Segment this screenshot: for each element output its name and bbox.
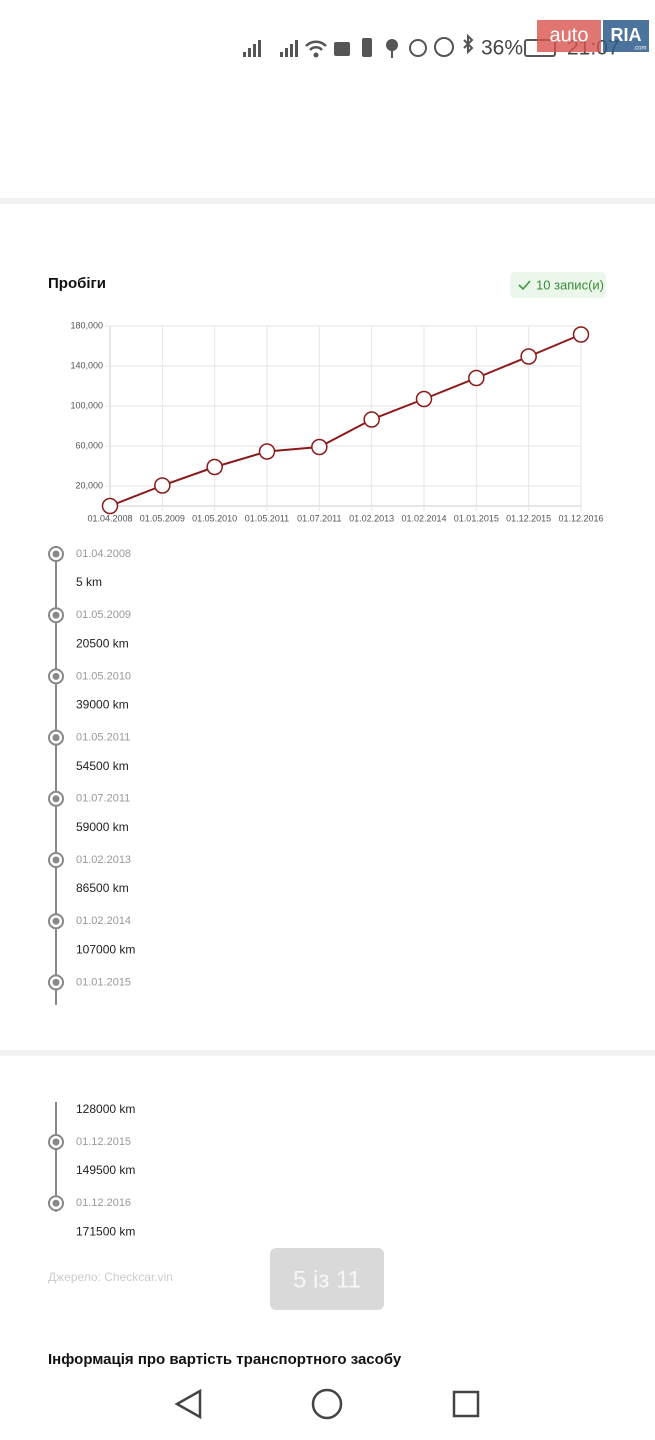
- timeline-date: 01.02.2013: [76, 854, 131, 866]
- timeline-date: 01.12.2016: [76, 1197, 131, 1209]
- badge-text: 10 запис(и): [536, 277, 604, 292]
- point: [415, 390, 433, 408]
- check-icon: [518, 280, 531, 291]
- y-tick-label: 60,000: [75, 440, 103, 450]
- divider: [0, 1050, 655, 1056]
- x-tick-label: 01.05.2011: [245, 513, 289, 523]
- badge: [510, 272, 606, 298]
- x-tick-label: 01.05.2010: [192, 513, 237, 523]
- watermark-bg: [603, 20, 649, 52]
- x-tick-label: 01.01.2015: [454, 513, 499, 523]
- x-tick-label: 01.05.2009: [140, 513, 185, 523]
- timeline-mileage: 86500 km: [76, 881, 129, 895]
- timeline-dot-inner: [52, 1199, 60, 1207]
- timeline-mileage: 5 km: [76, 575, 102, 589]
- timeline-dot-inner: [52, 550, 60, 558]
- status-icons: [243, 33, 556, 58]
- timeline-date: 01.02.2014: [76, 915, 131, 927]
- pager-text: 5 із 11: [293, 1266, 361, 1293]
- timeline-date: 01.12.2015: [76, 1136, 131, 1148]
- point: [206, 458, 223, 476]
- point: [154, 477, 171, 494]
- timeline-mileage: 59000 km: [76, 820, 129, 834]
- point: [520, 348, 537, 365]
- point: [363, 411, 380, 428]
- watermark-bg: [537, 20, 601, 52]
- nav-recent[interactable]: [452, 1390, 480, 1418]
- timeline-dot-inner: [52, 672, 60, 680]
- point: [258, 443, 276, 460]
- x-tick-label: 01.04.2008: [87, 513, 132, 523]
- point: [468, 369, 485, 387]
- timeline-dot-inner: [52, 734, 60, 742]
- timeline-mileage: 171500 km: [76, 1224, 135, 1238]
- timeline-date: 01.04.2008: [76, 548, 131, 560]
- y-tick-label: 20,000: [75, 480, 103, 490]
- timeline-dot-inner: [52, 978, 60, 986]
- timeline-mileage: 149500 km: [76, 1163, 135, 1177]
- nav-back[interactable]: [174, 1388, 202, 1420]
- watermark-ria: RIA: [611, 25, 642, 45]
- timeline-dot-inner: [52, 1138, 60, 1146]
- x-tick-label: 01.12.2015: [506, 513, 551, 523]
- timeline-dot-inner: [52, 917, 60, 925]
- point: [311, 438, 328, 456]
- timeline-mileage: 39000 km: [76, 698, 129, 712]
- battery: 36%: [481, 37, 523, 60]
- x-tick-label: 01.07.2011: [297, 513, 341, 523]
- x-tick-label: 01.02.2013: [349, 513, 394, 523]
- y-tick-label: 100,000: [70, 400, 103, 410]
- timeline-date: 01.01.2015: [76, 976, 131, 988]
- watermark-domain: .com: [633, 46, 646, 52]
- point: [572, 326, 590, 343]
- next-title: Інформація про вартість транспортного за…: [48, 1351, 402, 1368]
- pager[interactable]: [270, 1248, 384, 1310]
- x-tick-label: 01.12.2016: [558, 513, 603, 523]
- source: Джерело: Checkcar.vin: [48, 1270, 173, 1284]
- point: [101, 497, 119, 515]
- watermark-auto: auto: [550, 24, 589, 46]
- timeline-date: 01.05.2011: [76, 732, 130, 744]
- timeline-dot-inner: [52, 795, 60, 803]
- line: [109, 333, 582, 507]
- timeline-date: 01.07.2011: [76, 793, 130, 805]
- section-title: Пробіги: [48, 275, 106, 292]
- timeline-dot-inner: [52, 856, 60, 864]
- nav-home[interactable]: [311, 1388, 343, 1420]
- timeline-dot-inner: [52, 611, 60, 619]
- timeline-date: 01.05.2010: [76, 670, 131, 682]
- timeline-date: 01.05.2009: [76, 609, 131, 621]
- timeline-mileage: 54500 km: [76, 759, 129, 773]
- timeline-mileage: 107000 km: [76, 942, 135, 956]
- x-tick-label: 01.02.2014: [401, 513, 446, 523]
- divider: [0, 198, 655, 204]
- timeline-mileage: 20500 km: [76, 636, 129, 650]
- y-tick-label: 140,000: [70, 360, 103, 370]
- y-tick-label: 180,000: [70, 320, 103, 330]
- timeline-mileage: 128000 km: [76, 1102, 135, 1116]
